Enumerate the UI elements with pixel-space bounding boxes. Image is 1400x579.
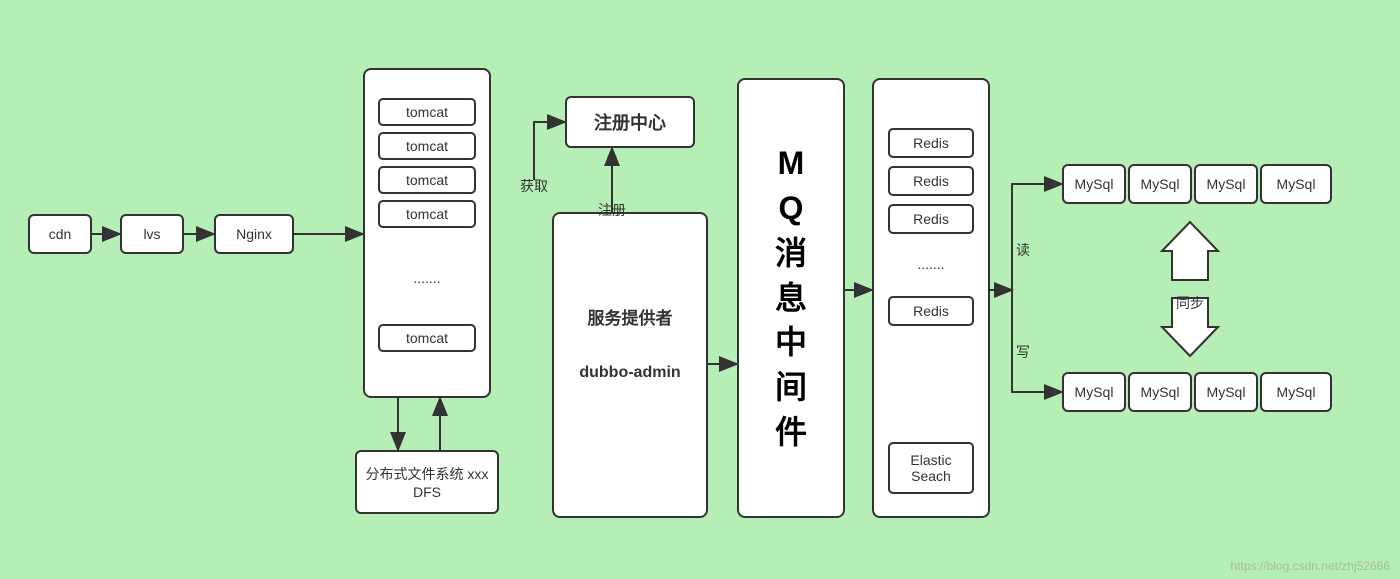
tomcat-item: tomcat	[378, 166, 476, 194]
tomcat-item: tomcat	[378, 324, 476, 352]
redis-item: Redis	[888, 204, 974, 234]
node-nginx: Nginx	[214, 214, 294, 254]
diagram-canvas: cdn lvs Nginx 分布式文件系统 xxx DFS 注册中心 服务提供者…	[0, 0, 1400, 579]
watermark: https://blog.csdn.net/zhj52666	[1231, 559, 1390, 573]
tomcat-item: tomcat	[378, 98, 476, 126]
node-lvs: lvs	[120, 214, 184, 254]
mysql-node: MySql	[1128, 164, 1192, 204]
redis-item: Redis	[888, 296, 974, 326]
node-label: cdn	[49, 226, 72, 242]
tomcat-dots: .......	[378, 270, 476, 286]
elasticsearch-item: Elastic Seach	[888, 442, 974, 494]
mysql-node: MySql	[1062, 372, 1126, 412]
mysql-node: MySql	[1194, 164, 1258, 204]
mysql-node: MySql	[1128, 372, 1192, 412]
redis-item: Redis	[888, 128, 974, 158]
edge-label: 注册	[598, 200, 626, 220]
node-dfs: 分布式文件系统 xxx DFS	[355, 450, 499, 514]
edge-label: 读	[1016, 240, 1030, 260]
node-label: 注册中心	[594, 109, 666, 135]
mq-label: MQ消息中间件	[775, 141, 807, 455]
mysql-node: MySql	[1260, 372, 1332, 412]
mysql-node: MySql	[1062, 164, 1126, 204]
tomcat-item: tomcat	[378, 200, 476, 228]
node-mq: MQ消息中间件	[737, 78, 845, 518]
node-label: lvs	[143, 226, 160, 242]
tomcat-item: tomcat	[378, 132, 476, 160]
node-registry: 注册中心	[565, 96, 695, 148]
redis-item: Redis	[888, 166, 974, 196]
node-cdn: cdn	[28, 214, 92, 254]
node-label: 分布式文件系统 xxx DFS	[361, 464, 493, 500]
sync-label: 同步	[1176, 293, 1204, 313]
mysql-node: MySql	[1194, 372, 1258, 412]
provider-container: 服务提供者 dubbo-admin	[552, 212, 708, 518]
provider-title: 服务提供者	[554, 304, 706, 329]
cache-dots: .......	[888, 256, 974, 272]
node-label: Nginx	[236, 226, 272, 242]
mysql-node: MySql	[1260, 164, 1332, 204]
edge-label: 写	[1016, 342, 1030, 362]
provider-subtitle: dubbo-admin	[554, 364, 706, 382]
edge-label: 获取	[520, 176, 548, 196]
